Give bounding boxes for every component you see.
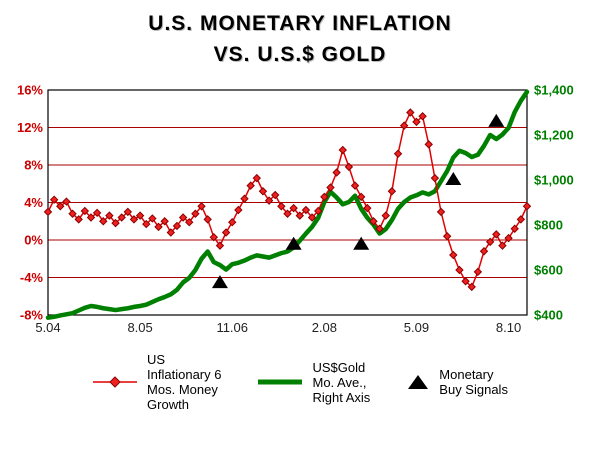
svg-text:8.05: 8.05 <box>127 320 152 335</box>
chart-legend: US Inflationary 6 Mos. Money Growth US$G… <box>0 352 600 412</box>
svg-text:8%: 8% <box>24 158 43 173</box>
legend-label-gold: US$Gold Mo. Ave., Right Axis <box>312 359 371 405</box>
svg-text:12%: 12% <box>17 120 43 135</box>
svg-text:2.08: 2.08 <box>312 320 337 335</box>
svg-text:-8%: -8% <box>20 308 44 323</box>
x-axis-labels: 5.04 8.05 11.06 2.08 5.09 8.10 <box>35 320 521 335</box>
green-line-icon <box>258 379 303 385</box>
svg-text:$800: $800 <box>534 218 563 233</box>
inflation-line <box>47 110 528 289</box>
svg-text:8.10: 8.10 <box>496 320 521 335</box>
black-triangle-icon <box>408 375 429 389</box>
chart-title: U.S. MONETARY INFLATION VS. U.S.$ GOLD <box>0 8 600 70</box>
inflation-markers <box>43 108 532 292</box>
gridlines <box>48 127 527 278</box>
left-axis-labels: 16% 12% 8% 4% 0% -4% -8% <box>17 83 43 323</box>
legend-label-signals: Monetary Buy Signals <box>439 367 508 397</box>
red-diamond-line-icon <box>93 376 138 388</box>
svg-text:5.04: 5.04 <box>35 320 60 335</box>
svg-text:$1,200: $1,200 <box>534 128 574 143</box>
svg-text:4%: 4% <box>24 195 43 210</box>
svg-text:$1,400: $1,400 <box>534 83 574 98</box>
legend-label-inflation: US Inflationary 6 Mos. Money Growth <box>147 352 222 412</box>
svg-text:5.09: 5.09 <box>404 320 429 335</box>
svg-text:0%: 0% <box>24 233 43 248</box>
svg-text:$1,000: $1,000 <box>534 173 574 188</box>
legend-item-signals: Monetary Buy Signals <box>406 367 508 397</box>
legend-item-inflation: US Inflationary 6 Mos. Money Growth <box>92 352 221 412</box>
svg-text:$400: $400 <box>534 308 563 323</box>
right-axis-labels: $1,400 $1,200 $1,000 $800 $600 $400 <box>534 83 574 323</box>
svg-text:-4%: -4% <box>20 270 44 285</box>
svg-text:11.06: 11.06 <box>216 320 248 335</box>
chart-title-line2: VS. U.S.$ GOLD <box>213 43 387 66</box>
gold-line <box>45 89 530 320</box>
legend-item-gold: US$Gold Mo. Ave., Right Axis <box>257 360 370 405</box>
chart-title-line1: U.S. MONETARY INFLATION <box>148 12 452 35</box>
buy-signal-triangles <box>211 113 505 289</box>
svg-text:$600: $600 <box>534 263 563 278</box>
svg-text:16%: 16% <box>17 83 43 98</box>
